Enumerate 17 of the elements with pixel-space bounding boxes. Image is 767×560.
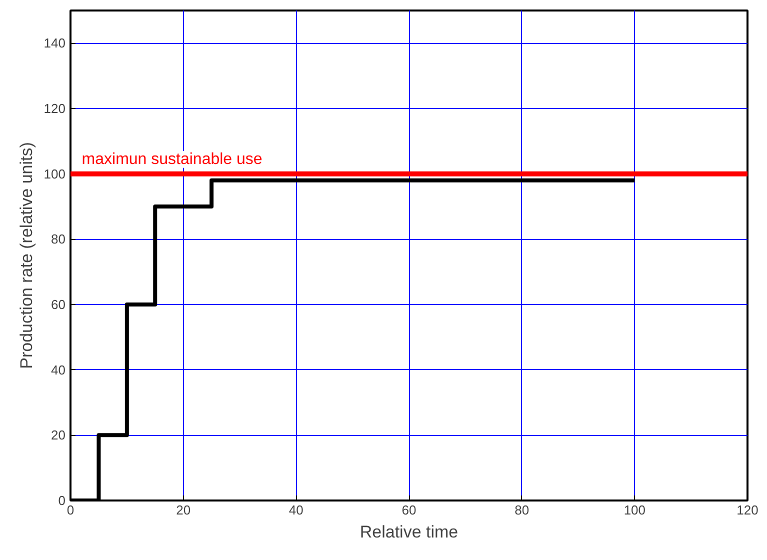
- x-tick-label: 120: [736, 502, 758, 518]
- y-tick-label: 140: [44, 36, 66, 51]
- y-tick-label: 100: [44, 166, 66, 182]
- x-tick-label: 40: [288, 502, 304, 518]
- y-tick-label: 60: [51, 297, 66, 312]
- y-tick-label: 40: [51, 362, 66, 378]
- y-tick-label: 120: [44, 101, 66, 116]
- x-axis-title: Relative time: [360, 522, 458, 542]
- y-tick-label: 0: [58, 493, 66, 508]
- ref-line-label: maximun sustainable use: [82, 150, 262, 168]
- x-tick-label: 100: [624, 502, 646, 518]
- y-axis-title: Production rate (relative units): [16, 142, 36, 369]
- y-tick-label: 20: [51, 428, 66, 443]
- x-tick-label: 60: [402, 502, 416, 518]
- x-tick-label: 20: [176, 502, 191, 518]
- x-tick-label: 80: [514, 502, 530, 518]
- y-tick-label: 80: [51, 232, 66, 247]
